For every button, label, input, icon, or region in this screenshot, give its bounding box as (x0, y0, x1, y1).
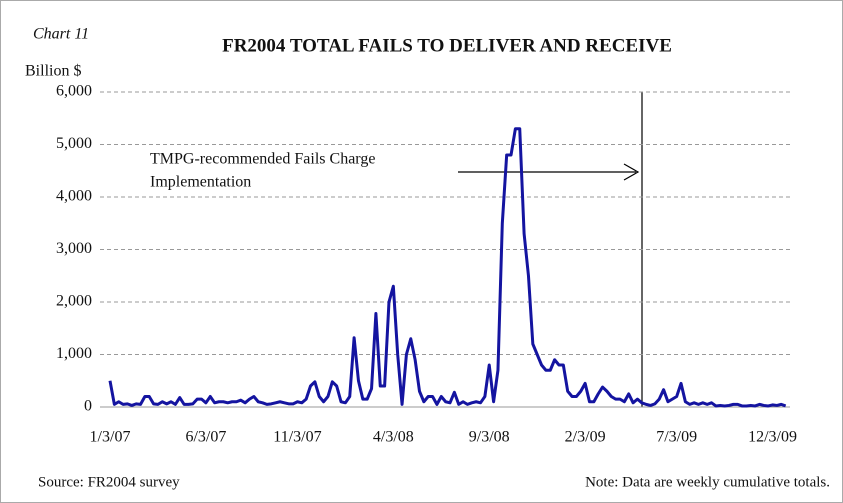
x-tick-label: 6/3/07 (185, 429, 226, 446)
x-tick-label: 2/3/09 (565, 429, 606, 446)
y-tick-label: 3,000 (56, 240, 92, 257)
y-tick-label: 2,000 (56, 293, 92, 310)
x-tick-label: 11/3/07 (273, 429, 321, 446)
x-tick-label: 1/3/07 (90, 429, 131, 446)
y-tick-label: 0 (84, 398, 92, 415)
note: Note: Data are weekly cumulative totals. (585, 474, 830, 490)
annotation: Implementation (150, 174, 251, 191)
data-line (108, 127, 787, 408)
source: Source: FR2004 survey (38, 474, 180, 490)
y-tick-label: 1,000 (56, 345, 92, 362)
y-tick-label: 5,000 (56, 135, 92, 152)
arrowhead (623, 163, 640, 181)
y-tick-label: 6,000 (56, 83, 92, 100)
chart-label: Chart 11 (33, 26, 89, 43)
y-tick-label: 4,000 (56, 188, 92, 205)
annotation: TMPG-recommended Fails Charge (150, 151, 375, 168)
chart-title: FR2004 TOTAL FAILS TO DELIVER AND RECEIV… (222, 35, 672, 56)
x-tick-label: 9/3/08 (469, 429, 510, 446)
y-axis-label: Billion $ (25, 63, 81, 80)
x-tick-label: 12/3/09 (748, 429, 797, 446)
x-tick-label: 7/3/09 (656, 429, 697, 446)
x-tick-label: 4/3/08 (373, 429, 414, 446)
